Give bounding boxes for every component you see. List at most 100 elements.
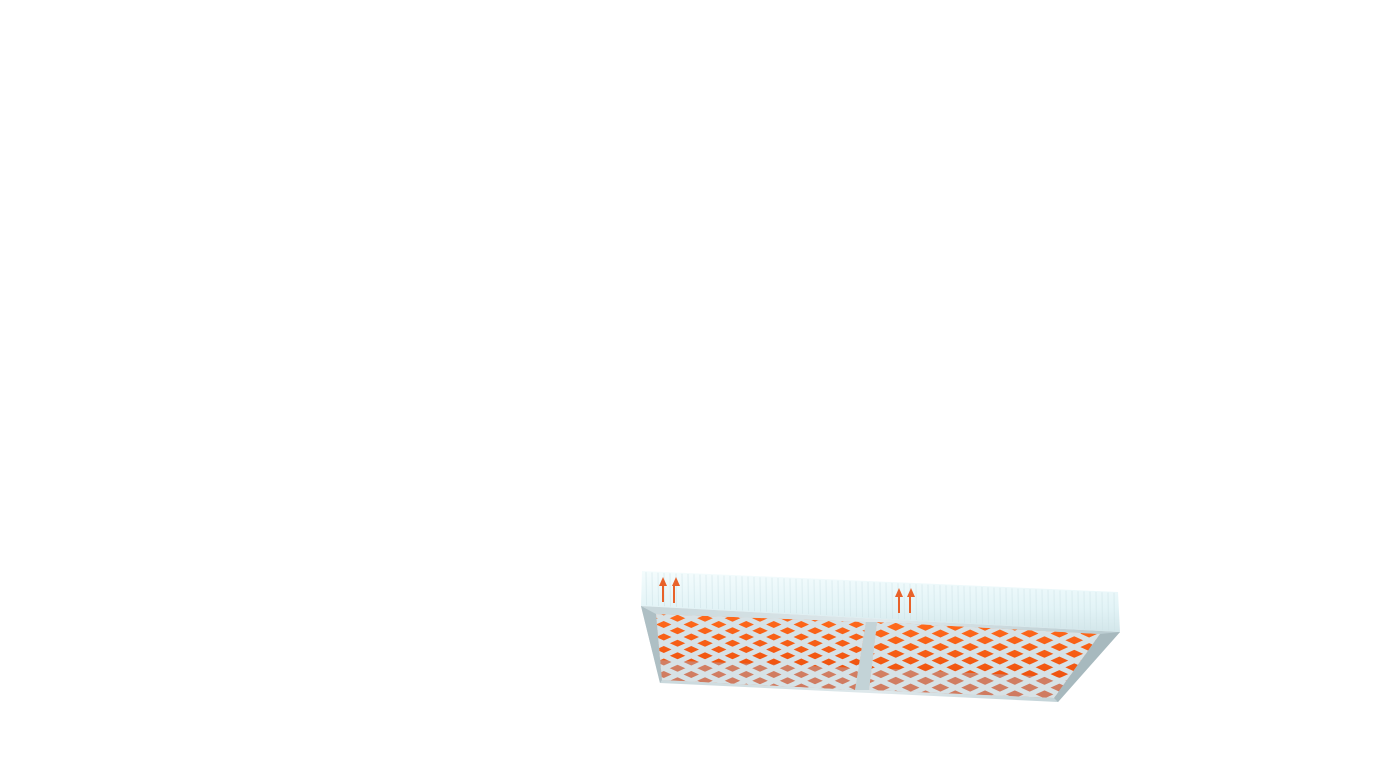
right-panel-lattice xyxy=(452,620,1388,700)
frame-striation xyxy=(1029,589,1031,627)
lattice-strip xyxy=(986,622,1100,698)
lattice-strip xyxy=(474,612,650,692)
lattice-strip xyxy=(1016,622,1100,698)
frame-striation xyxy=(1089,591,1091,630)
frame-striation xyxy=(993,587,995,625)
frame-striation xyxy=(891,583,893,619)
lattice-strip xyxy=(897,622,1076,698)
frame-striation xyxy=(789,578,791,614)
frame-striation xyxy=(825,580,827,616)
frame-striation xyxy=(711,575,713,609)
lattice-strip xyxy=(656,614,718,690)
frame-striation xyxy=(753,576,755,612)
frame-striation xyxy=(705,574,707,609)
lattice-strip xyxy=(419,612,595,692)
arrow-up-icon xyxy=(672,577,680,603)
frame-striation xyxy=(759,577,761,612)
frame-striation xyxy=(1107,592,1109,631)
frame-striation xyxy=(1083,591,1085,630)
lattice-strip xyxy=(392,612,568,692)
filter-top-face xyxy=(641,571,1120,632)
frame-striation xyxy=(1023,588,1025,626)
lattice-strip xyxy=(282,612,458,692)
frame-striation xyxy=(723,575,725,610)
frame-striation xyxy=(645,572,647,606)
lattice-strip xyxy=(656,614,773,690)
frame-striation xyxy=(987,587,989,624)
frame-striation xyxy=(765,577,767,612)
frame-striation xyxy=(903,583,905,620)
frame-striation xyxy=(939,585,941,622)
frame-striation xyxy=(1035,589,1037,627)
lattice-strip xyxy=(337,612,513,692)
frame-striation xyxy=(1059,590,1061,628)
frame-striation xyxy=(1005,588,1007,625)
lattice-strip xyxy=(656,614,734,690)
lattice-strip xyxy=(458,612,634,692)
frame-striation xyxy=(1101,592,1103,631)
frame-striation xyxy=(1095,592,1097,630)
frame-striation xyxy=(843,580,845,617)
frame-striation xyxy=(771,577,773,613)
frame-striation xyxy=(669,573,671,607)
lattice-strip xyxy=(665,614,844,690)
frame-striation xyxy=(921,584,923,621)
frame-striation xyxy=(795,578,797,614)
frame-striation xyxy=(831,580,833,616)
frame-striation xyxy=(873,582,875,618)
lattice-strip xyxy=(1104,620,1280,700)
frame-striation xyxy=(717,575,719,610)
lattice-strip xyxy=(926,622,1100,698)
frame-striation xyxy=(975,586,977,624)
frame-striation xyxy=(1065,590,1067,629)
frame-striation xyxy=(945,585,947,622)
lattice-strip xyxy=(656,614,762,690)
frame-striation xyxy=(651,572,653,606)
frame-striation xyxy=(1053,590,1055,628)
airflow-arrows-left xyxy=(659,577,680,603)
lattice-strip xyxy=(656,614,789,690)
lattice-strip xyxy=(869,622,1016,698)
frame-striation xyxy=(879,582,881,619)
lattice-strip xyxy=(656,614,745,690)
frame-striation xyxy=(1041,589,1043,627)
lattice-strip xyxy=(452,620,628,700)
frame-striation xyxy=(777,577,779,613)
lattice-strip xyxy=(1136,620,1312,700)
lattice-strip xyxy=(1193,620,1369,700)
frame-striation xyxy=(837,580,839,616)
frame-striation xyxy=(693,574,695,608)
frame-striation xyxy=(663,572,665,607)
frame-striation xyxy=(747,576,749,611)
lattice-strip xyxy=(1166,620,1342,700)
lattice-strip xyxy=(1342,620,1388,700)
frame-striation xyxy=(657,572,659,606)
frame-striation xyxy=(957,585,959,623)
lattice-strip xyxy=(1107,620,1283,700)
frame-striation xyxy=(801,579,803,614)
frame-striation xyxy=(1011,588,1013,626)
lattice-strip xyxy=(1134,620,1310,700)
frame-striation xyxy=(729,575,731,610)
lattice-strip xyxy=(869,622,927,698)
lattice-strip xyxy=(656,614,817,690)
frame-striation xyxy=(807,579,809,615)
frame-striation xyxy=(867,581,869,618)
frame-striation xyxy=(915,584,917,620)
lattice-strip xyxy=(956,622,1100,698)
right-panel xyxy=(452,620,1388,700)
arrow-up-icon xyxy=(907,588,915,613)
frame-striation xyxy=(927,584,929,621)
frame-striation xyxy=(1077,591,1079,629)
lattice-strip xyxy=(869,622,987,698)
lattice-strip xyxy=(309,612,485,692)
lattice-strip xyxy=(656,614,663,690)
lattice-strip xyxy=(447,612,623,692)
lattice-strip xyxy=(692,614,866,690)
lattice-strip xyxy=(747,614,866,690)
frame-striation xyxy=(783,578,785,613)
lattice-strip xyxy=(656,614,707,690)
frame-striation xyxy=(819,579,821,615)
frame-striation xyxy=(687,574,689,608)
lattice-strip xyxy=(1312,620,1388,700)
